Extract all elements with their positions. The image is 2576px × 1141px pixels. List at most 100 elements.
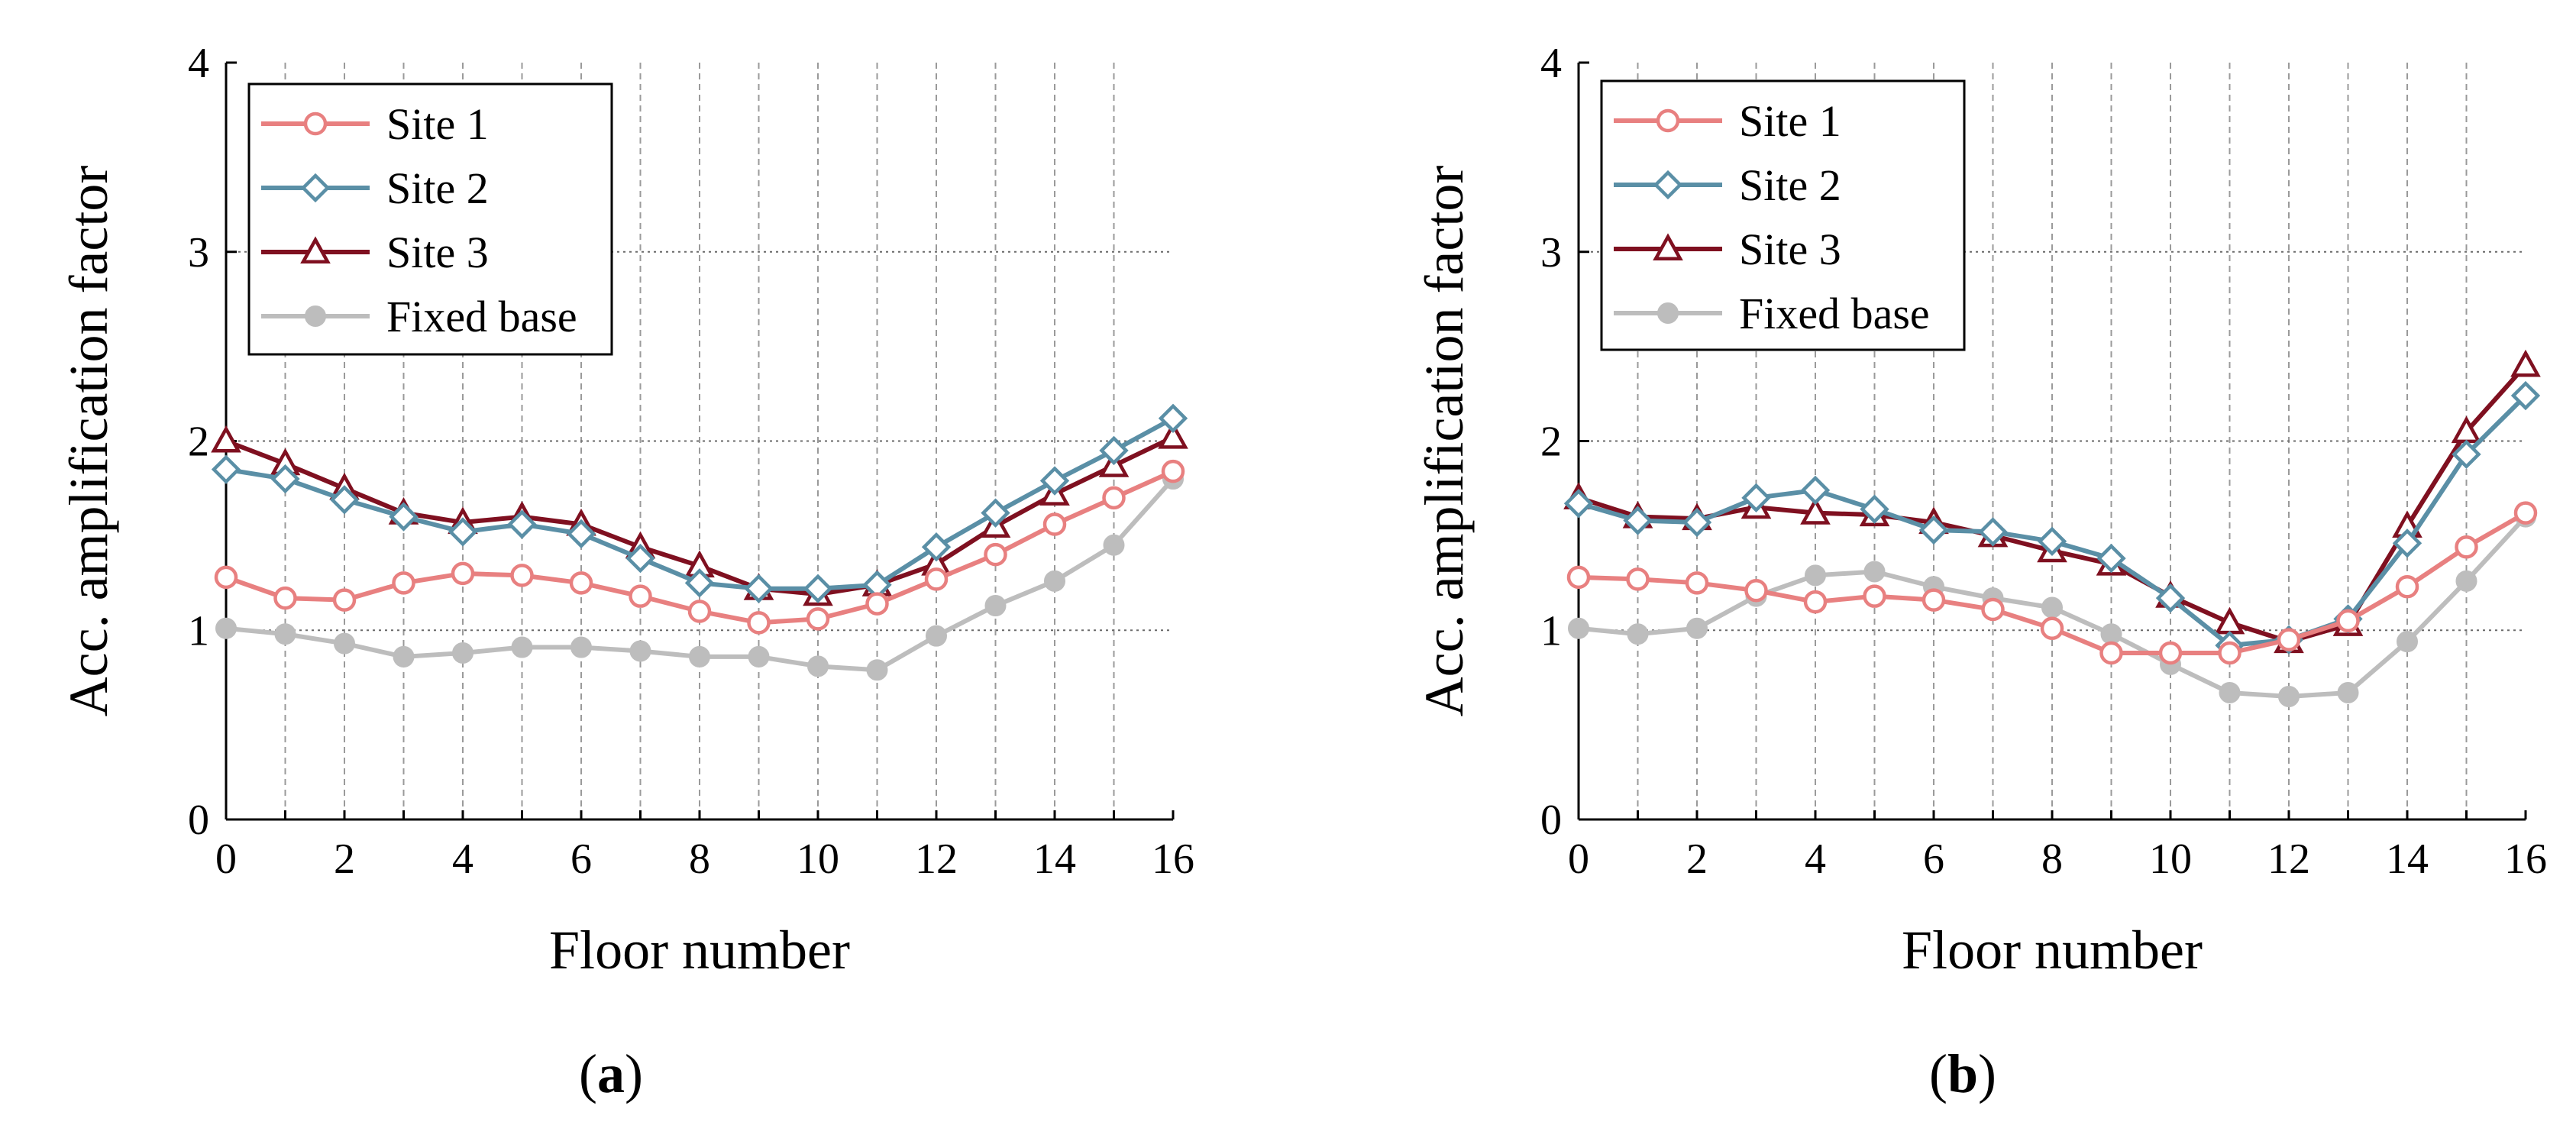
- data-point-site-2: [744, 574, 774, 603]
- data-point-fixed-base: [866, 659, 888, 681]
- data-point-site-1: [687, 600, 712, 623]
- x-tick-label: 10: [2149, 836, 2192, 883]
- series-fixed-base: [1568, 506, 2536, 707]
- data-point-fixed-base: [748, 645, 770, 667]
- data-point-site-2: [211, 454, 241, 484]
- data-point-fixed-base: [452, 642, 474, 664]
- legend-label-site-1: Site 1: [386, 99, 489, 149]
- y-tick-label: 4: [188, 40, 209, 87]
- data-point-site-2: [1623, 506, 1653, 535]
- gridlines: [1579, 63, 2526, 819]
- data-point-site-1: [510, 564, 534, 587]
- data-point-site-1: [2277, 628, 2301, 651]
- data-point-fixed-base: [511, 636, 533, 658]
- data-point-site-2: [1741, 483, 1771, 513]
- data-point-site-1: [2040, 616, 2064, 641]
- x-tick-label: 4: [1805, 836, 1826, 883]
- data-point-fixed-base: [2397, 631, 2418, 653]
- data-point-site-1: [865, 592, 889, 616]
- data-point-fixed-base: [984, 595, 1007, 617]
- data-point-fixed-base: [1686, 617, 1708, 639]
- x-tick-label: 16: [1152, 836, 1194, 883]
- legend-label-fixed-base: Fixed base: [386, 292, 577, 341]
- data-point-site-1: [2099, 641, 2123, 665]
- data-point-site-1: [1626, 567, 1650, 591]
- x-axis-label: Floor number: [1902, 920, 2203, 981]
- data-point-site-1: [2218, 641, 2241, 665]
- data-point-site-3: [2510, 349, 2541, 377]
- data-point-site-1: [2395, 575, 2419, 599]
- y-tick-label: 2: [1540, 419, 1562, 466]
- data-point-site-1: [1685, 571, 1709, 595]
- panel-label: (a): [579, 1043, 643, 1104]
- data-point-fixed-base: [689, 645, 710, 667]
- data-point-site-2: [270, 464, 300, 494]
- x-tick-label: 10: [797, 836, 839, 883]
- y-tick-label: 3: [1540, 229, 1562, 276]
- data-point-site-3: [2214, 606, 2245, 635]
- series-site-1: [1566, 501, 2538, 665]
- y-tick-label: 0: [188, 797, 209, 844]
- data-point-site-2: [2155, 583, 2186, 613]
- data-point-site-2: [684, 568, 715, 598]
- x-tick-label: 0: [1568, 836, 1589, 883]
- data-point-site-1: [1981, 597, 2005, 622]
- series-site-1: [214, 459, 1185, 635]
- data-point-site-1: [1566, 565, 1591, 590]
- data-point-site-2: [1860, 494, 1889, 524]
- legend-label-site-3: Site 3: [386, 228, 489, 277]
- data-point-site-2: [1978, 517, 2008, 547]
- legend-label-site-1: Site 1: [1739, 96, 1841, 146]
- gridlines: [226, 63, 1173, 819]
- legend-marker-site-3: [300, 236, 331, 264]
- data-point-fixed-base: [393, 645, 415, 667]
- data-point-site-1: [1102, 486, 1126, 510]
- x-tick-label: 16: [2504, 836, 2547, 883]
- x-tick-label: 12: [915, 836, 958, 883]
- data-point-site-2: [625, 543, 655, 574]
- x-tick-label: 8: [2041, 836, 2063, 883]
- data-point-fixed-base: [1568, 617, 1589, 639]
- legend-marker-site-3: [1653, 233, 1683, 261]
- legend-marker-fixed-base: [305, 305, 326, 327]
- x-tick-label: 4: [452, 836, 474, 883]
- data-point-site-3: [1800, 497, 1831, 525]
- data-point-site-1: [747, 611, 771, 635]
- data-point-fixed-base: [2455, 570, 2477, 592]
- data-point-site-1: [1803, 590, 1828, 614]
- legend-label-site-2: Site 2: [1739, 160, 1841, 210]
- y-tick-label: 1: [1540, 607, 1562, 655]
- data-point-site-1: [984, 542, 1007, 567]
- data-point-site-2: [1800, 475, 1831, 506]
- data-point-fixed-base: [2100, 623, 2122, 645]
- data-point-site-2: [1682, 507, 1712, 538]
- data-point-fixed-base: [2278, 685, 2300, 707]
- data-point-site-1: [2158, 641, 2183, 665]
- data-point-fixed-base: [570, 636, 592, 658]
- data-point-site-2: [2037, 526, 2067, 556]
- data-point-fixed-base: [1863, 561, 1886, 583]
- data-point-fixed-base: [629, 640, 651, 662]
- data-point-site-1: [629, 584, 652, 608]
- x-tick-label: 6: [1923, 836, 1944, 883]
- data-point-site-2: [2392, 528, 2422, 558]
- data-point-site-2: [1158, 403, 1188, 433]
- data-point-fixed-base: [2041, 596, 2063, 619]
- data-point-site-1: [332, 588, 357, 612]
- data-point-site-3: [1158, 421, 1188, 449]
- data-point-site-1: [1042, 512, 1067, 536]
- data-point-fixed-base: [1044, 570, 1065, 592]
- y-tick-label: 0: [1540, 797, 1562, 844]
- x-tick-label: 2: [1686, 836, 1708, 883]
- data-point-site-2: [566, 519, 596, 549]
- data-point-site-2: [329, 485, 360, 515]
- data-point-site-2: [2096, 543, 2126, 574]
- x-tick-label: 0: [215, 836, 237, 883]
- legend-label-site-2: Site 2: [386, 163, 489, 213]
- x-tick-label: 14: [2386, 836, 2429, 883]
- y-tick-label: 3: [188, 229, 209, 276]
- x-tick-label: 8: [689, 836, 710, 883]
